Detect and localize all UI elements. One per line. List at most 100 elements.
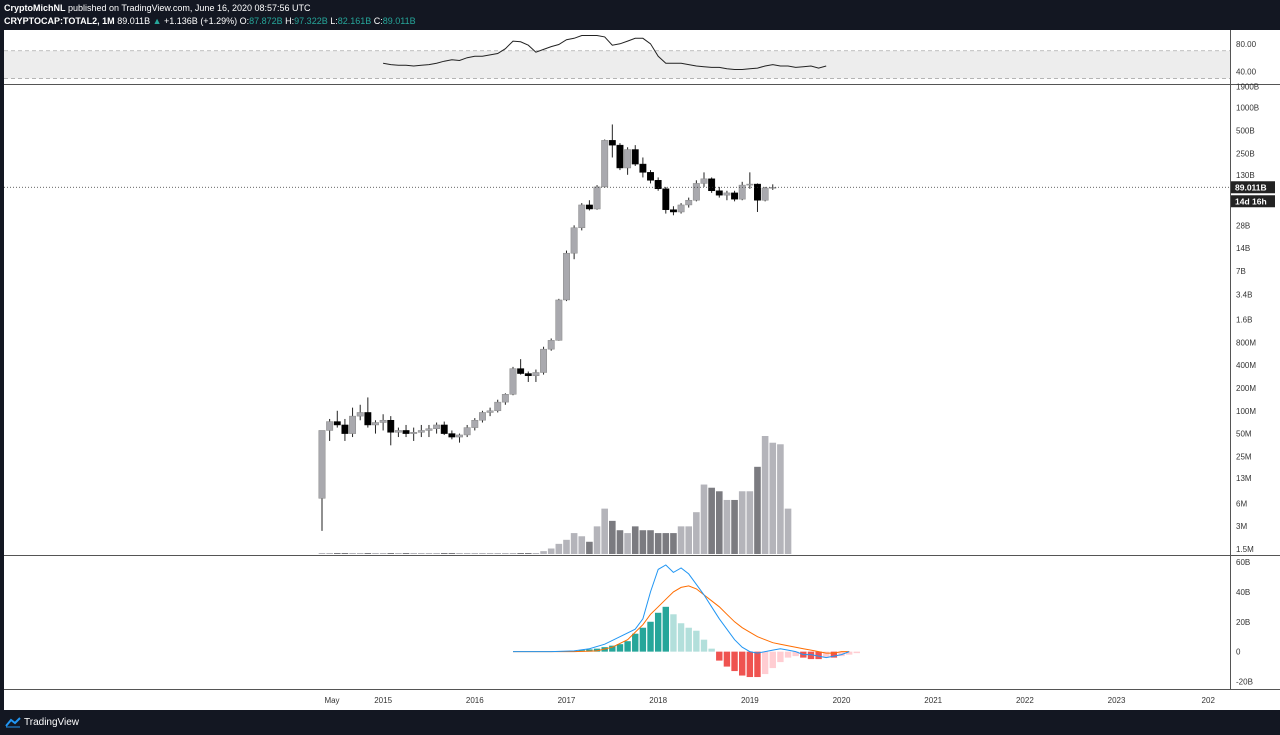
price-tick-label: 250B xyxy=(1236,149,1255,158)
candle-body xyxy=(524,373,532,376)
macd-histogram-bar xyxy=(845,651,853,655)
candle-body xyxy=(318,430,326,499)
candle-body xyxy=(593,186,601,210)
candle-body xyxy=(677,204,685,213)
candle-body xyxy=(647,172,654,181)
volume-bar xyxy=(524,553,532,554)
candle-body xyxy=(761,187,769,201)
candle-body xyxy=(433,424,441,429)
candle-body xyxy=(326,421,334,431)
last-price-label: 89.011B xyxy=(1235,182,1267,192)
candle-body xyxy=(654,180,662,190)
tradingview-brand[interactable]: TradingView xyxy=(24,717,80,728)
volume-bar xyxy=(486,553,494,554)
price-tick-label: 800M xyxy=(1236,338,1256,347)
candle-body xyxy=(372,422,379,426)
candle-body xyxy=(540,348,548,373)
volume-bar xyxy=(463,553,471,554)
macd-histogram-bar xyxy=(624,641,631,652)
candle-body xyxy=(509,368,517,395)
author-name[interactable]: CryptoMichNL xyxy=(4,3,66,13)
macd-histogram-bar xyxy=(716,651,723,661)
price-tick-label: 25M xyxy=(1236,452,1252,461)
tradingview-logo-icon xyxy=(5,717,21,728)
publish-info: published on TradingView.com, June 16, 2… xyxy=(68,3,311,13)
countdown-label: 14d 16h xyxy=(1235,196,1267,206)
macd-histogram-bar xyxy=(784,651,792,658)
macd-histogram-bar xyxy=(823,651,830,658)
volume-bar xyxy=(616,530,624,554)
volume-bar xyxy=(754,466,761,554)
candle-body xyxy=(624,149,632,169)
time-tick-label: 202 xyxy=(1202,696,1216,705)
candle-body xyxy=(731,192,739,200)
chart-area[interactable]: 80.00 40.00 1900B 1000B 500B 250B 130B 28B 14B 7B… xyxy=(4,30,1280,710)
macd-histogram-bar xyxy=(609,645,616,652)
macd-histogram-bar xyxy=(792,651,799,657)
macd-histogram-bar xyxy=(693,630,700,652)
price-tick-label: 3.4B xyxy=(1236,291,1252,300)
volume-pane xyxy=(318,436,792,554)
last-price-tag xyxy=(1231,181,1275,194)
price-pane xyxy=(4,124,1230,531)
candle-body xyxy=(570,227,578,254)
volume-bar xyxy=(654,533,662,554)
volume-bar xyxy=(349,553,356,554)
volume-bar xyxy=(639,530,647,554)
rsi-tick-label: 80.00 xyxy=(1236,40,1257,49)
macd-histogram-bar xyxy=(616,644,624,652)
countdown-tag xyxy=(1231,195,1275,208)
price-tick-label: 100M xyxy=(1236,407,1256,416)
axes: 80.00 40.00 1900B 1000B 500B 250B 130B 28B 14B 7B… xyxy=(4,30,1280,705)
volume-bar xyxy=(586,541,593,554)
volume-bar xyxy=(364,553,372,554)
price-tick-label: 13M xyxy=(1236,474,1252,483)
time-tick-label: 2020 xyxy=(833,696,851,705)
volume-bar xyxy=(333,553,341,554)
volume-bar xyxy=(517,553,524,554)
candle-body xyxy=(608,140,616,146)
candle-body xyxy=(394,430,402,433)
macd-histogram-bar xyxy=(700,639,708,652)
time-tick-label: May xyxy=(324,696,339,705)
volume-bar xyxy=(700,484,708,554)
macd-signal-line xyxy=(513,585,850,654)
volume-bar xyxy=(532,553,540,554)
candle-body xyxy=(631,149,639,165)
volume-bar xyxy=(356,553,364,554)
rsi-line xyxy=(383,35,827,70)
rsi-band xyxy=(4,50,1230,79)
volume-bar xyxy=(593,526,601,554)
rsi-tick-label: 40.00 xyxy=(1236,68,1257,77)
volume-bar xyxy=(456,553,463,554)
candle-body xyxy=(448,433,456,438)
volume-bar xyxy=(418,553,425,554)
volume-bar xyxy=(578,536,586,554)
volume-bar xyxy=(379,553,387,554)
time-tick-label: 2023 xyxy=(1108,696,1126,705)
volume-bar xyxy=(479,553,486,554)
candle-body xyxy=(463,427,471,436)
price-change: +1.136B (+1.29%) xyxy=(164,16,238,26)
volume-bar xyxy=(395,553,402,554)
volume-bar xyxy=(685,526,693,554)
candle-body xyxy=(723,192,731,196)
candle-body xyxy=(349,415,357,434)
candle-body xyxy=(738,184,746,200)
macd-histogram-bar xyxy=(838,651,845,657)
price-tick-label: 7B xyxy=(1236,267,1246,276)
candle-body xyxy=(341,424,349,434)
candle-body xyxy=(478,412,486,421)
candle-body xyxy=(471,419,479,428)
candle-body xyxy=(563,252,570,301)
macd-histogram-bar xyxy=(670,614,677,652)
symbol-name[interactable]: CRYPTOCAP:TOTAL2, 1M xyxy=(4,16,115,26)
macd-histogram-bar xyxy=(677,623,685,652)
candle-body xyxy=(639,163,647,173)
volume-bar xyxy=(769,442,777,554)
price-tick-label: 14B xyxy=(1236,244,1250,253)
candle-body xyxy=(662,188,670,210)
candle-body xyxy=(532,372,540,376)
open-value: 87.872B xyxy=(249,16,283,26)
chart-svg[interactable]: 80.00 40.00 1900B 1000B 500B 250B 130B 28B 14B 7B… xyxy=(4,30,1280,710)
